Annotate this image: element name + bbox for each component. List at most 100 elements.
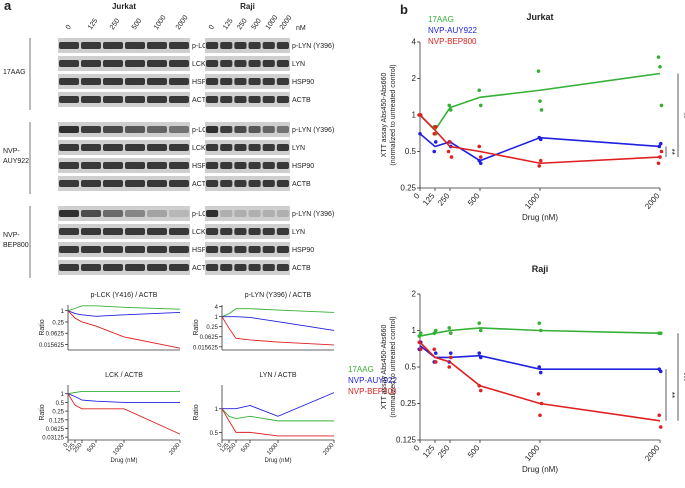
y-tick-label: 1 xyxy=(412,111,417,120)
dose-label: 125 xyxy=(222,17,234,31)
y-axis-label: (normalized to untreated control) xyxy=(390,316,397,417)
x-tick-label: 2000 xyxy=(168,442,182,457)
blot-band xyxy=(206,246,219,253)
drug-label: NVP- xyxy=(3,232,20,239)
replicate-point xyxy=(432,347,437,352)
replicate-point xyxy=(432,149,437,154)
replicate-point xyxy=(417,334,422,338)
blot-band xyxy=(147,162,167,169)
blot-band xyxy=(81,228,101,235)
x-tick-label: 125 xyxy=(421,191,437,207)
blot-band xyxy=(248,264,261,271)
blot-band xyxy=(81,264,101,271)
replicate-point xyxy=(477,383,482,388)
series-line xyxy=(221,408,334,437)
x-axis-label: Drug (nM) xyxy=(522,213,558,222)
blot-band xyxy=(125,96,145,103)
blot-strip xyxy=(205,176,290,191)
blot-strip xyxy=(58,38,190,53)
blot-band xyxy=(234,210,247,217)
legend-label: 17AAG xyxy=(428,15,454,24)
y-tick-label: 4 xyxy=(412,38,417,47)
blot-band xyxy=(262,162,275,169)
x-tick-label: 0 xyxy=(412,443,422,453)
legend-label: NVP-AUY922 xyxy=(428,26,477,35)
y-tick-label: 1 xyxy=(61,392,65,398)
y-tick-label: 0.5 xyxy=(405,363,417,372)
blot-band xyxy=(147,126,167,133)
blot-band xyxy=(103,126,123,133)
blot-band xyxy=(147,144,167,151)
blot-band xyxy=(234,42,247,49)
y-tick-label: 0.25 xyxy=(52,410,64,416)
blot-band xyxy=(81,246,101,253)
blot-band xyxy=(59,96,79,103)
drug-label: AUY922 xyxy=(3,158,29,165)
blot-band xyxy=(169,210,189,217)
blot-band xyxy=(234,264,247,271)
x-axis-label: Drug (nM) xyxy=(110,458,137,464)
chart-title: p-LCK (Y416) / ACTB xyxy=(91,292,158,299)
replicate-point xyxy=(447,326,452,330)
blot-band xyxy=(276,162,289,169)
blot-band xyxy=(220,78,233,85)
x-tick-label: 0 xyxy=(63,442,70,449)
blot-band xyxy=(59,126,79,133)
antibody-label: HSP90 xyxy=(292,247,314,254)
blot-band xyxy=(234,96,247,103)
y-axis-label: Ratio xyxy=(39,319,46,335)
y-tick-label: 4 xyxy=(215,305,219,311)
blot-band xyxy=(206,60,219,67)
blot-band xyxy=(206,228,219,235)
blot-band xyxy=(248,180,261,187)
significance-label: *** xyxy=(679,372,685,381)
dose-label: 2000 xyxy=(279,14,294,31)
blot-band xyxy=(262,246,275,253)
blot-band xyxy=(234,228,247,235)
y-axis-label: Ratio xyxy=(39,404,46,420)
antibody-label: ACTB xyxy=(192,97,211,104)
panel-label: a xyxy=(4,0,12,13)
dose-unit: nM xyxy=(296,25,306,32)
replicate-point xyxy=(538,137,543,142)
antibody-label: ACTB xyxy=(292,97,311,104)
blot-strip xyxy=(205,206,290,221)
blot-band xyxy=(81,60,101,67)
replicate-point xyxy=(538,328,543,333)
blot-band xyxy=(81,180,101,187)
blot-band xyxy=(220,144,233,151)
dose-label: 250 xyxy=(109,17,121,31)
blot-band xyxy=(248,78,261,85)
blot-strip xyxy=(58,140,190,155)
blot-band xyxy=(234,126,247,133)
blot-band xyxy=(206,78,219,85)
replicate-point xyxy=(539,108,544,112)
blot-band xyxy=(59,210,79,217)
series-line xyxy=(221,308,335,318)
blot-strip xyxy=(58,158,190,173)
antibody-label: p-LYN (Y396) xyxy=(292,127,334,134)
blot-band xyxy=(248,144,261,151)
y-tick-label: 0.25 xyxy=(52,320,64,326)
replicate-point xyxy=(536,69,541,73)
x-tick-label: 500 xyxy=(466,191,482,207)
blot-strip xyxy=(58,242,190,257)
x-tick-label: 500 xyxy=(86,442,97,454)
blot-band xyxy=(59,264,79,271)
drug-label: BEP800 xyxy=(3,242,29,249)
replicate-point xyxy=(656,55,661,59)
blot-band xyxy=(262,60,275,67)
x-axis-label: Drug (nM) xyxy=(264,458,291,464)
series-line xyxy=(67,310,181,317)
blot-strip xyxy=(58,74,190,89)
antibody-label: HSP90 xyxy=(292,79,314,86)
blot-strip xyxy=(205,56,290,71)
y-tick-label: 2 xyxy=(412,74,417,83)
series-line xyxy=(67,390,180,395)
blot-band xyxy=(262,228,275,235)
blot-strip xyxy=(58,56,190,71)
replicate-point xyxy=(418,331,423,336)
dose-label: 125 xyxy=(87,17,99,31)
y-tick-label: 0.125 xyxy=(396,436,417,445)
replicate-point xyxy=(538,370,543,375)
